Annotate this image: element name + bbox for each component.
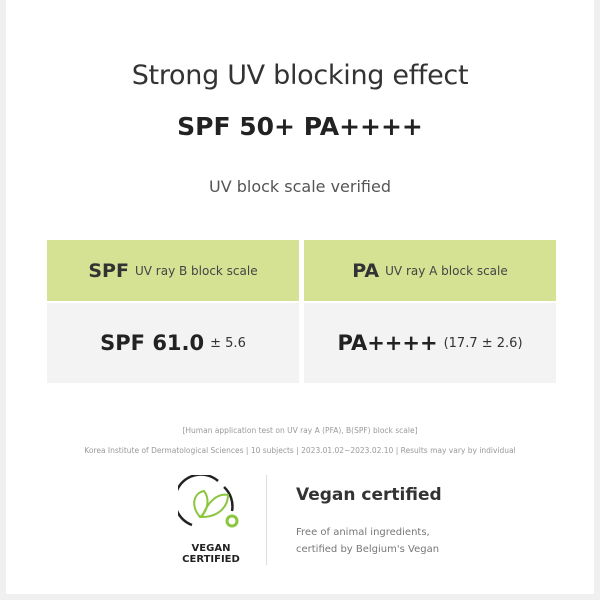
spf-header: SPF UV ray B block scale [47, 240, 299, 301]
headline: SPF 50+ PA++++ [177, 112, 423, 141]
vegan-certified-logo: VEGAN CERTIFIED [173, 473, 244, 565]
footnote-source: Korea Institute of Dermatological Scienc… [84, 446, 516, 455]
pa-value-cell: PA++++ (17.7 ± 2.6) [304, 303, 556, 383]
spf-value-cell: SPF 61.0 ± 5.6 [47, 303, 299, 383]
logo-text: VEGAN [192, 543, 231, 554]
pa-header: PA UV ray A block scale [304, 240, 556, 301]
vegan-desc-line: certified by Belgium's Vegan [296, 544, 440, 555]
pa-value: PA++++ [337, 331, 438, 355]
spf-desc: UV ray B block scale [134, 263, 258, 278]
vegan-title: Vegan certified [296, 485, 442, 505]
logo-text: CERTIFIED [182, 554, 240, 565]
pa-label: PA [352, 259, 380, 282]
subtitle: UV block scale verified [208, 177, 391, 196]
pa-desc: UV ray A block scale [385, 263, 508, 278]
vegan-description: Free of animal ingredients, certified by … [296, 524, 439, 558]
spf-value: SPF 61.0 [100, 331, 205, 355]
divider [266, 475, 267, 565]
leaf-icon: VEGAN CERTIFIED [173, 473, 240, 565]
vegan-desc-line: Free of animal ingredients, [296, 527, 430, 538]
spf-margin: ± 5.6 [210, 335, 246, 351]
pa-margin: (17.7 ± 2.6) [443, 335, 523, 351]
spf-label: SPF [88, 259, 129, 282]
page-title: Strong UV blocking effect [131, 60, 469, 91]
footnote-test: [Human application test on UV ray A (PFA… [182, 426, 418, 435]
